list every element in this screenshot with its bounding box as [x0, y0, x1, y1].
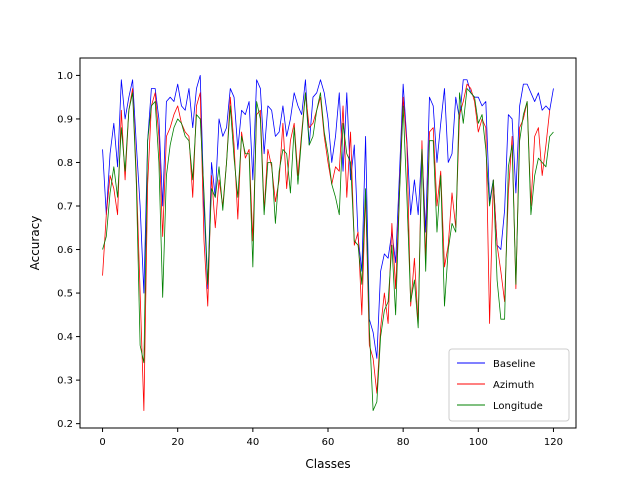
x-axis-label: Classes	[305, 457, 350, 471]
x-tick-label: 20	[171, 437, 184, 448]
x-tick-label: 60	[322, 437, 335, 448]
x-tick-label: 120	[544, 437, 563, 448]
legend-box	[448, 348, 570, 422]
legend-label-longitude: Longitude	[493, 401, 543, 412]
legend-label-azimuth: Azimuth	[493, 380, 534, 391]
series-line-baseline	[102, 75, 554, 359]
y-tick-label: 0.6	[57, 245, 73, 256]
y-tick-label: 1.0	[57, 71, 73, 82]
x-tick-label: 80	[397, 437, 410, 448]
y-tick-label: 0.4	[57, 332, 73, 343]
series-line-longitude	[102, 88, 554, 411]
y-tick-label: 0.7	[57, 202, 73, 213]
x-tick-label: 40	[246, 437, 259, 448]
y-tick-label: 0.3	[57, 376, 73, 387]
y-axis-label: Accuracy	[28, 216, 42, 271]
legend-label-baseline: Baseline	[493, 359, 535, 370]
series-line-azimuth	[102, 83, 551, 411]
y-tick-label: 0.2	[57, 419, 73, 430]
x-axis: 0 20 40 60 80 100 120	[99, 428, 563, 448]
series-layer	[102, 75, 554, 411]
legend: Baseline Azimuth Longitude	[448, 348, 570, 422]
x-tick-label: 0	[99, 437, 105, 448]
y-tick-label: 0.5	[57, 289, 73, 300]
y-tick-label: 0.8	[57, 158, 73, 169]
y-axis: 0.2 0.3 0.4 0.5 0.6 0.7 0.8 0.9 1.0	[57, 71, 80, 430]
x-tick-label: 100	[469, 437, 488, 448]
y-tick-label: 0.9	[57, 114, 73, 125]
